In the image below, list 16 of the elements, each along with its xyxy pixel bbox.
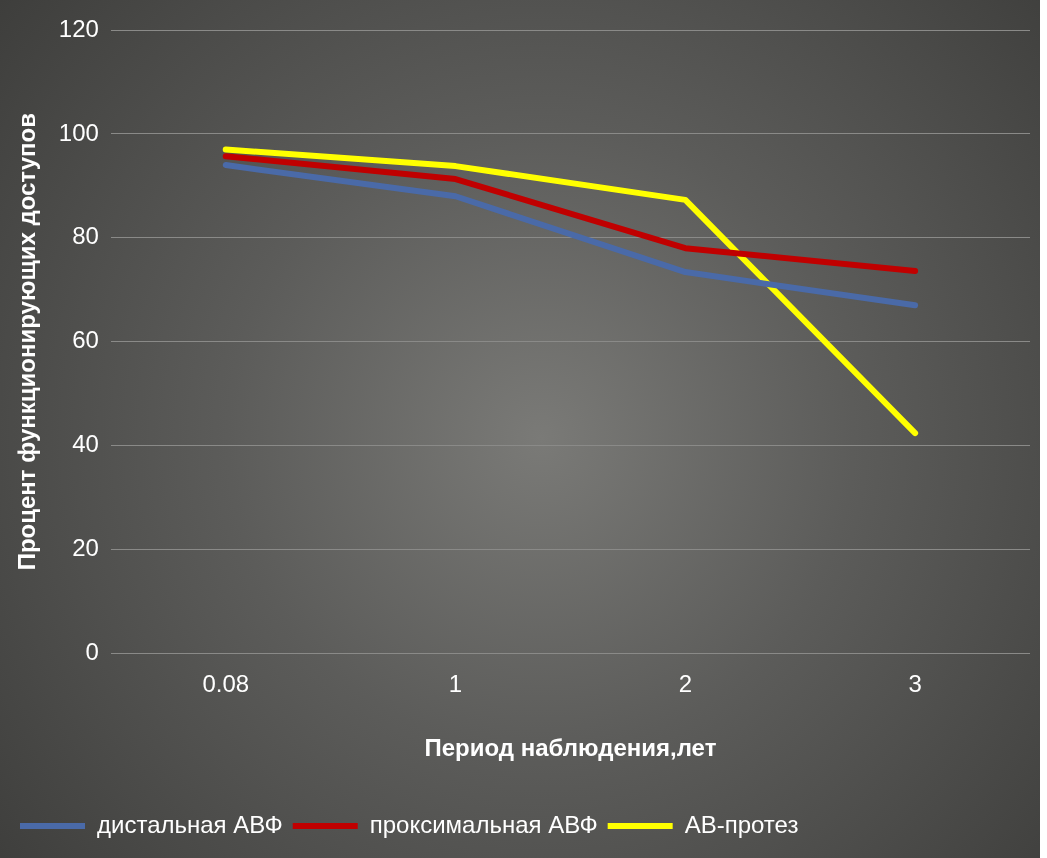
- y-tick-label: 0: [85, 638, 99, 666]
- y-tick-label: 20: [72, 534, 99, 562]
- legend-label: проксимальная АВФ: [369, 810, 598, 838]
- y-tick-label: 80: [72, 222, 99, 250]
- legend-label: АВ-протез: [684, 810, 799, 838]
- y-tick-label: 40: [72, 430, 99, 458]
- x-tick-label: 0.08: [202, 670, 250, 698]
- x-tick-label: 2: [678, 670, 692, 698]
- x-tick-label: 1: [448, 670, 463, 698]
- y-tick-label: 120: [58, 14, 99, 42]
- legend-label: дистальная АВФ: [97, 810, 283, 838]
- x-tick-label: 3: [908, 670, 922, 698]
- x-axis-title: Период наблюдения,лет: [424, 734, 717, 762]
- y-axis-title: Процент функционирующих доступов: [13, 113, 41, 571]
- y-tick-label: 100: [58, 118, 99, 146]
- y-tick-label: 60: [72, 326, 99, 354]
